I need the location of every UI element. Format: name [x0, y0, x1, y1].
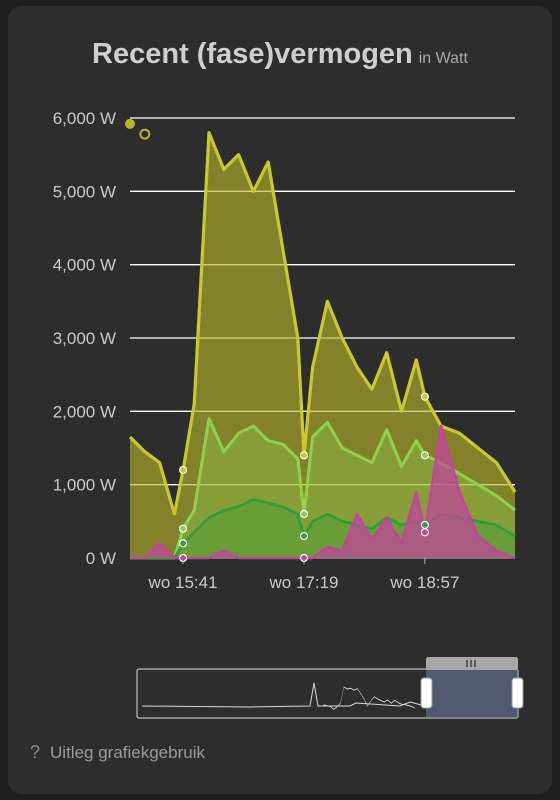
data-marker [125, 118, 135, 129]
chart-title-text: Recent (fase)vermogen [92, 38, 413, 70]
x-tick-label: wo 15:41 [148, 573, 218, 592]
navigator-selection [426, 669, 518, 718]
series-phase-1-line [130, 417, 516, 560]
navigator-recent-line [323, 686, 415, 710]
y-tick-label: 0 W [86, 549, 116, 568]
series-return-area [130, 426, 515, 558]
chart-title: Recent (fase)vermogen in Watt [0, 38, 560, 71]
navigator-scroll-bar [426, 657, 518, 670]
help-link[interactable]: ? Uitleg grafiekgebruik [30, 742, 205, 763]
tick-point [299, 509, 309, 519]
tick-point [299, 451, 309, 460]
navigator-handle[interactable] [420, 677, 433, 709]
x-tick-label: wo 18:57 [389, 573, 459, 592]
tick-point [420, 520, 430, 530]
help-label: Uitleg grafiekgebruik [50, 743, 205, 762]
question-icon: ? [30, 742, 41, 762]
tick-point [420, 528, 430, 537]
y-tick-label: 2,000 W [53, 402, 116, 421]
y-tick-label: 5,000 W [53, 182, 116, 201]
tick-point [420, 451, 430, 460]
y-tick-label: 6,000 W [53, 109, 116, 128]
x-tick-label: wo 17:19 [268, 573, 338, 592]
tick-point [178, 539, 188, 548]
y-tick-label: 3,000 W [53, 329, 116, 348]
tick-point [299, 531, 309, 541]
tick-point [178, 524, 188, 533]
chart-unit: in Watt [418, 50, 468, 67]
series-total-area [130, 132, 515, 558]
tick-point [299, 553, 309, 563]
data-marker [139, 128, 151, 140]
tick-point [178, 553, 188, 563]
series-total-line [128, 131, 517, 516]
y-tick-label: 4,000 W [53, 256, 116, 275]
series-return-line [130, 424, 516, 560]
navigator-handle[interactable] [511, 677, 524, 709]
tick-point [420, 392, 430, 401]
navigator-history-line [141, 682, 426, 708]
tick-point [178, 465, 188, 475]
y-tick-label: 1,000 W [53, 476, 116, 495]
